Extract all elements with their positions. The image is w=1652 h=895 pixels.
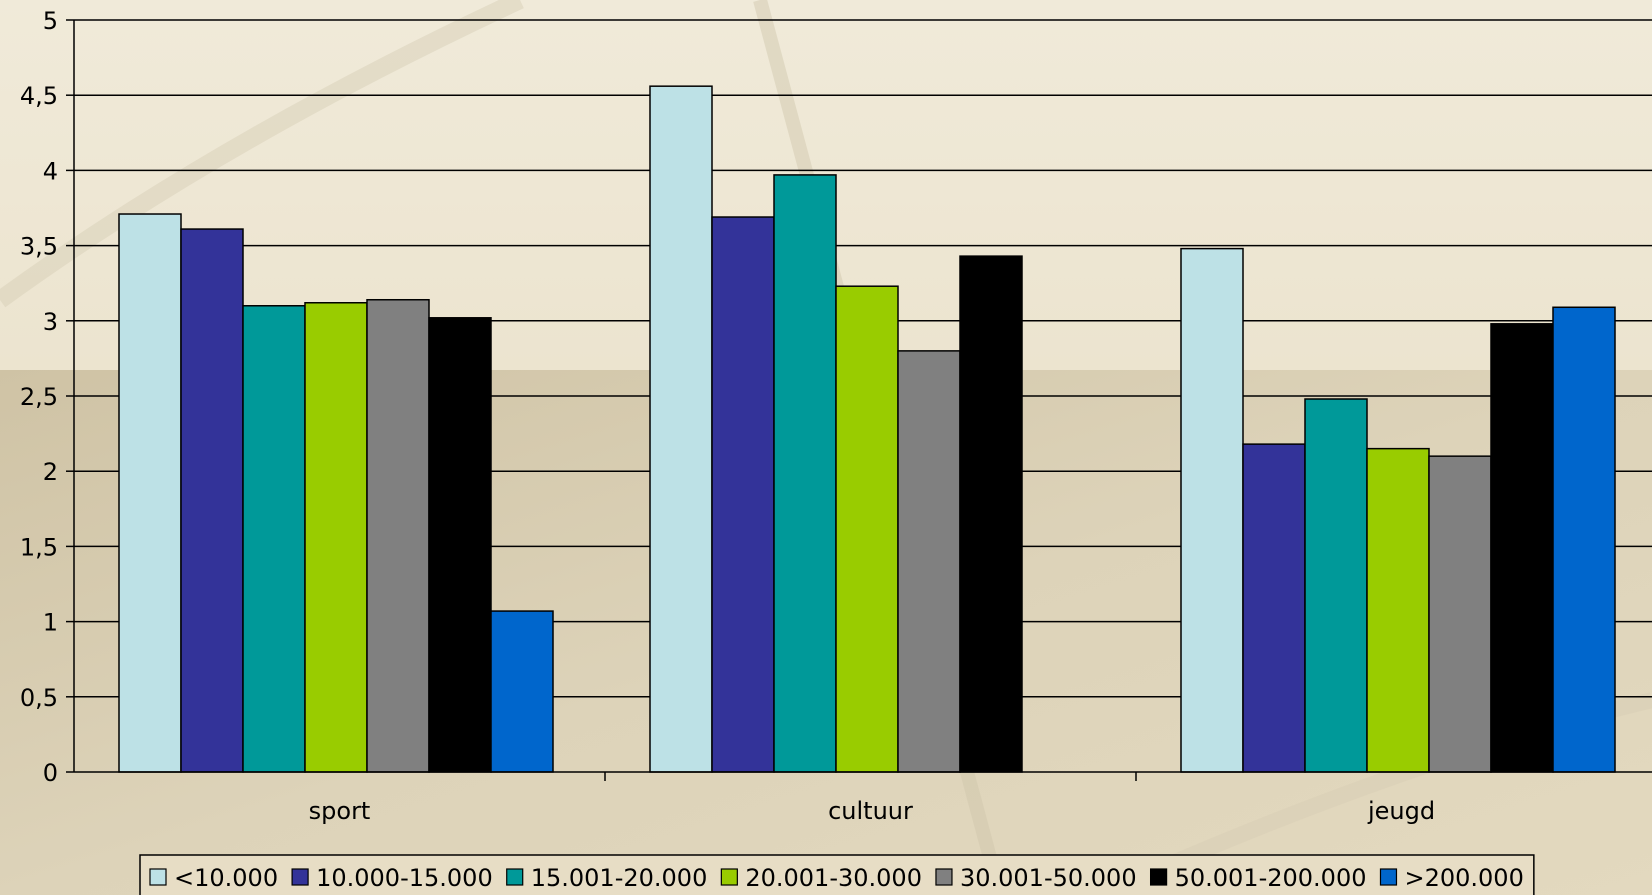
bar-jeugd-series-5: [1490, 323, 1554, 773]
legend-swatch: [1149, 868, 1168, 886]
legend-swatch: [291, 868, 309, 886]
bar-cultuur-series-1: [711, 216, 775, 773]
y-tick-label: 3,5: [20, 233, 58, 261]
bar-cultuur-series-2: [773, 174, 837, 773]
bar-cultuur-series-4: [897, 350, 961, 773]
bar-jeugd-series-6: [1552, 306, 1616, 773]
bar-sport-series-1: [180, 228, 244, 773]
bar-cultuur-series-5: [959, 255, 1023, 773]
y-tick-label: 0,5: [20, 684, 58, 712]
legend-label: >200.000: [1404, 864, 1523, 892]
legend-label: 10.000-15.000: [316, 864, 493, 892]
bars: [118, 85, 1616, 773]
y-tick-label: 4,5: [20, 82, 58, 110]
y-tick-label: 2,5: [20, 383, 58, 411]
legend-swatch: [720, 868, 738, 886]
y-tick-label: 1,5: [20, 533, 58, 561]
legend-swatch: [1379, 868, 1398, 886]
bar-cultuur-series-0: [649, 85, 713, 773]
y-tick-label: 5: [43, 7, 58, 35]
legend-swatch: [506, 868, 524, 886]
legend-swatch: [935, 868, 953, 886]
bar-jeugd-series-2: [1304, 398, 1368, 773]
legend-swatch: [149, 868, 167, 886]
bar-jeugd-series-0: [1180, 247, 1244, 773]
legend-label: <10.000: [174, 864, 278, 892]
y-tick-label: 4: [43, 157, 58, 185]
y-tick-label: 1: [43, 609, 58, 637]
axes: 0 0,5 1 1,5 2 2,5 3 3,5 4 4,5 5 sport cultuur jeugd: [20, 7, 1652, 825]
x-category-label: cultuur: [828, 797, 913, 825]
bar-jeugd-series-3: [1366, 447, 1430, 773]
bar-cultuur-series-3: [835, 285, 899, 773]
bar-sport-series-6: [490, 610, 554, 773]
bar-sport-series-0: [118, 213, 182, 773]
legend-label: 20.001-30.000: [745, 864, 922, 892]
bar-sport-series-4: [366, 298, 430, 773]
bar-sport-series-2: [242, 305, 306, 773]
x-category-label: sport: [309, 797, 371, 825]
legend-box: [139, 854, 1535, 895]
bar-jeugd-series-1: [1242, 443, 1306, 773]
bar-jeugd-series-4: [1428, 455, 1492, 773]
legend-label: 15.001-20.000: [531, 864, 708, 892]
legend-label: 50.001-200.000: [1175, 864, 1367, 892]
legend-label: 30.001-50.000: [960, 864, 1137, 892]
bar-sport-series-5: [428, 317, 492, 773]
bar-sport-series-3: [304, 302, 368, 773]
legend: <10.000 10.000-15.000 15.001-20.000 20.001-…: [139, 854, 1535, 895]
y-tick-label: 0: [43, 759, 58, 787]
y-tick-label: 2: [43, 458, 58, 486]
y-tick-label: 3: [43, 308, 58, 336]
x-category-label: jeugd: [1367, 797, 1435, 825]
